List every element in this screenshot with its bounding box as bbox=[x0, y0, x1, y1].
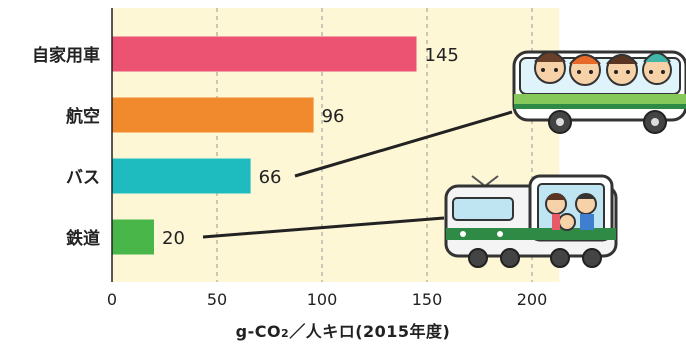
bar bbox=[112, 219, 154, 255]
x-tick-label: 50 bbox=[207, 290, 227, 309]
bar bbox=[112, 97, 314, 133]
x-tick-label: 0 bbox=[107, 290, 117, 309]
category-label: バス bbox=[66, 168, 100, 188]
category-label: 航空 bbox=[66, 106, 100, 127]
x-tick-labels: 0 50 100 150 200 bbox=[107, 290, 547, 309]
category-label: 自家用車 bbox=[32, 45, 100, 66]
category-label: 鉄道 bbox=[66, 228, 100, 249]
bar-value-label: 20 bbox=[162, 228, 185, 249]
bar-value-label: 145 bbox=[425, 45, 459, 66]
x-tick-label: 100 bbox=[307, 290, 338, 309]
bar-value-label: 66 bbox=[259, 167, 282, 188]
bars: 145 96 66 20 bbox=[112, 36, 459, 255]
train-connector-line bbox=[202, 216, 445, 239]
bus-illustration bbox=[512, 50, 686, 134]
x-tick-label: 150 bbox=[412, 290, 443, 309]
x-tick-label: 200 bbox=[517, 290, 548, 309]
x-axis-label: g-CO2／人キロ(2015年度) bbox=[235, 322, 451, 341]
bar bbox=[112, 158, 251, 194]
bar bbox=[112, 36, 417, 72]
bar-value-label: 96 bbox=[322, 106, 345, 127]
train-illustration bbox=[444, 174, 618, 268]
bus-connector-line bbox=[294, 110, 513, 178]
grid-lines bbox=[216, 8, 533, 282]
